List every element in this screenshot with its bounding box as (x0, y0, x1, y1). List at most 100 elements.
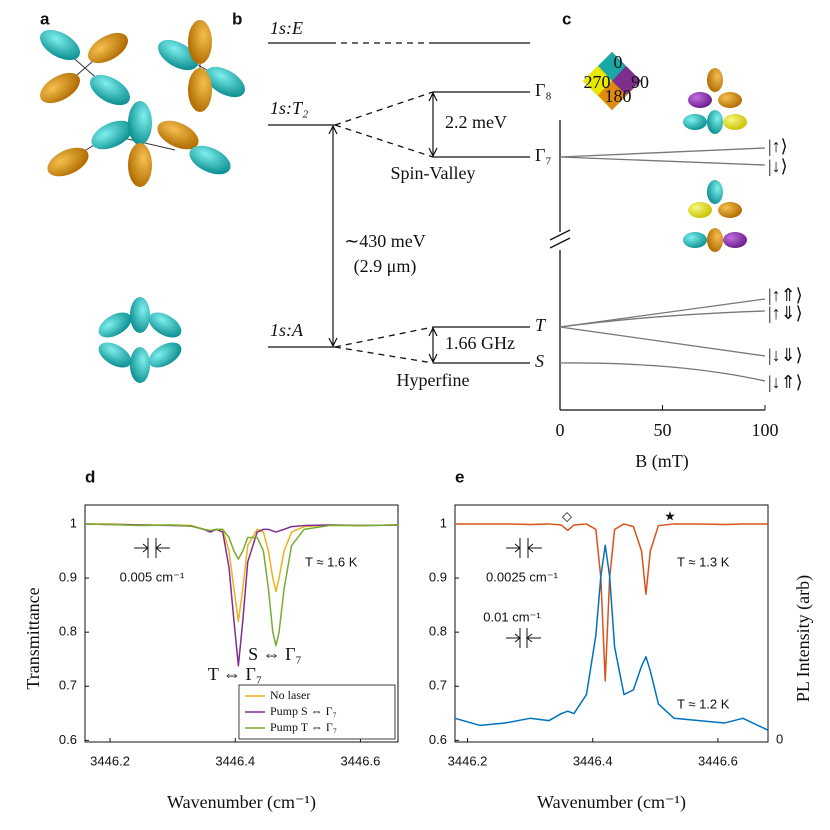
panel-label: e (455, 467, 464, 486)
splitting-label: 1.66 GHz (445, 333, 515, 353)
x-tick-label: 0 (556, 420, 565, 440)
level-label: 1s:E (270, 18, 303, 38)
gap-arrow-head (328, 124, 338, 348)
gap-label: ∼430 meV (344, 231, 426, 251)
energy-diagram: 1s:E 1s:T₂ 1s:A Γ₈ Γ₇ TS 2.2 meV 1.66 GHz Spin-V… (268, 18, 552, 390)
y-tick-label: 0.7 (59, 678, 77, 693)
y2-axis-label: PL Intensity (arb) (793, 575, 814, 702)
diamond-label: 180 (605, 86, 632, 106)
diamond-quadrant (598, 52, 626, 81)
orbital-lobe (128, 101, 152, 145)
level-label: 1s:A (270, 320, 304, 340)
annotation: T ≈ 1.2 K (677, 696, 730, 711)
zeeman-diagram: 0 50 100 B (mT) |↑⟩|↓⟩ |↑⇑⟩|↑⇓⟩ |↓⇓⟩ |↓⇑⟩ 0 90180… (549, 52, 803, 472)
orbital-lobe (40, 72, 80, 104)
state-label: Γ₈ (535, 80, 552, 100)
orbitals (40, 20, 747, 383)
diamond-quadrant (583, 66, 612, 95)
orbital-lobe (688, 92, 712, 108)
y-tick-label: 1 (70, 515, 77, 530)
x-tick-label: 3446.2 (90, 753, 130, 768)
diamond-quadrant (598, 81, 626, 110)
x-axis-label: B (mT) (635, 451, 689, 472)
y-tick-label: 0.8 (429, 624, 447, 639)
splitting-label: 2.2 meV (445, 112, 507, 132)
annotation: S ⇔ Γ₇ (248, 644, 302, 664)
data-line (84, 523, 399, 647)
energy-branch (559, 326, 766, 357)
resolution-arrows (506, 543, 542, 553)
annotation: ◇ (562, 508, 572, 523)
x-tick-label: 100 (752, 420, 779, 440)
y-tick-label: 0.7 (429, 678, 447, 693)
ket-label: |↑⇓⟩ (768, 303, 803, 323)
ket-label: |↓⇑⟩ (768, 372, 803, 392)
orbital-lobe (723, 114, 747, 130)
data-line (454, 544, 769, 731)
y-axis-label: Transmittance (23, 587, 43, 689)
x-axis-label: Wavenumber (cm⁻¹) (167, 792, 316, 813)
level-line (334, 326, 434, 348)
legend-label: Pump T ⇔ Γ₇ (270, 720, 337, 734)
orbital-lobe (707, 180, 723, 204)
annotation: T ⇔ Γ₇ (208, 664, 262, 684)
legend-label: Pump S ⇔ Γ₇ (270, 704, 337, 718)
orbital-lobe (148, 342, 182, 368)
diamond-label: 0 (614, 52, 623, 72)
gap-label: (2.9 μm) (354, 256, 417, 277)
orbital-lobe (128, 143, 152, 187)
x-tick-label: 3446.4 (215, 753, 255, 768)
orbital-lobe (683, 232, 707, 248)
orbital-lobe (98, 342, 132, 368)
ket-label: |↓⟩ (768, 156, 788, 176)
energy-branch (559, 147, 766, 158)
orbital-lobe (88, 32, 128, 64)
energy-branch (559, 310, 766, 328)
orbital-lobe (205, 66, 245, 98)
energy-branch (559, 156, 766, 166)
splitting-arrow-head (428, 326, 438, 364)
panel-labels: a b c d e (40, 9, 571, 486)
orbital-lobe (707, 228, 723, 252)
orbital-lobe (40, 29, 80, 61)
axis-break (549, 229, 571, 249)
orbital-lobe (707, 68, 723, 92)
ket-label: |↓⇓⟩ (768, 345, 803, 365)
orbital-lobe (683, 114, 707, 130)
diamond-label: 270 (584, 72, 611, 92)
y2-tick-label: 0 (776, 731, 783, 746)
x-tick-label: 3446.2 (448, 753, 488, 768)
y-tick-label: 1 (440, 515, 447, 530)
group-label: Hyperfine (397, 370, 470, 390)
diamond-quadrant (612, 66, 641, 95)
orbital-lobe (158, 39, 198, 71)
orbital-lobe (688, 202, 712, 218)
splitting-arrow-head (428, 91, 438, 158)
level-line (334, 124, 434, 158)
panel-label: c (562, 9, 571, 28)
orbital-lobe (130, 347, 150, 383)
charts: 3446.2 3446.4 3446.6 0.6 0.7 0.8 0.9 1 Wavenumbe… (23, 504, 814, 813)
orbital-lobe (723, 232, 747, 248)
diamond-label: 90 (631, 72, 649, 92)
legend-label: No laser (270, 688, 310, 702)
annotation: 0.0025 cm⁻¹ (486, 569, 559, 584)
plot-frame (454, 504, 769, 743)
orbital-lobe (91, 120, 133, 150)
annotation: 0.01 cm⁻¹ (483, 609, 541, 624)
x-axis-label: Wavenumber (cm⁻¹) (537, 792, 686, 813)
energy-branch (559, 362, 766, 382)
x-tick-label: 3446.6 (341, 753, 381, 768)
x-tick-label: 3446.6 (698, 753, 738, 768)
ket-label: |↑⟩ (768, 136, 788, 156)
orbital-lobe (189, 145, 231, 175)
level-line (334, 346, 434, 364)
orbital-lobe (157, 120, 199, 150)
orbital-lobe (130, 297, 150, 333)
y-tick-label: 0.8 (59, 624, 77, 639)
panel-label: b (232, 9, 242, 28)
orbital-lobe (98, 312, 132, 338)
plot-frame (84, 504, 399, 743)
x-tick-label: 50 (654, 420, 672, 440)
